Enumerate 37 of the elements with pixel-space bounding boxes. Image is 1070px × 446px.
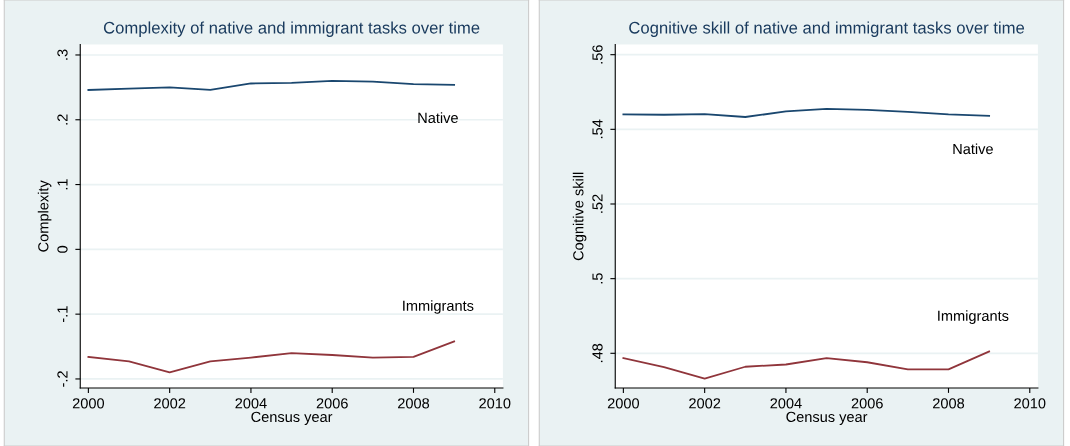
y-tick-label: .2 [57,114,68,125]
x-tick-label: 2004 [770,398,802,409]
x-axis-title: Census year [786,411,868,425]
text: Immigrants [938,310,1009,324]
x-tick-label: 2010 [1014,398,1046,409]
x-tick-label: 2002 [154,398,186,409]
x-tick-label: 2010 [479,398,511,409]
x-tick-label: 2000 [607,398,640,409]
x-tick-label: 2008 [398,398,430,409]
y-tick-label: .52 [592,194,603,213]
y-tick-label: -.1 [57,306,68,323]
y-axis-title: Cognitive skill [572,172,587,261]
y-tick-label: .56 [592,45,603,64]
y-tick-label: .54 [592,119,603,139]
x-axis-title: Census year [251,411,333,425]
x-tick-label: 2006 [316,398,348,409]
x-tick-label: 2000 [72,398,105,409]
line-series [622,107,991,118]
series-label: Native [953,143,993,155]
y-tick-label: .3 [57,49,68,60]
y-tick-label: .1 [57,179,68,190]
x-tick-label: 2006 [851,398,883,409]
series-label: Native [418,112,458,124]
x-tick-label: 2004 [235,398,267,409]
y-tick-label: 0 [57,245,68,253]
chart-title: Cognitive skill of native and immigrant tasks over time [629,21,1025,37]
line-series [87,340,456,374]
line-series [622,350,991,380]
chart-title: Complexity of native and immigrant tasks over time [103,21,480,37]
y-axis-title: Complexity [37,180,52,252]
y-tick-label: .5 [592,273,603,284]
x-tick-label: 2008 [933,398,965,409]
y-tick-label: -.2 [57,371,68,387]
line-series [87,79,456,91]
y-tick-label: .48 [592,343,603,363]
text: Immigrants [403,300,474,314]
x-tick-label: 2002 [689,398,721,409]
